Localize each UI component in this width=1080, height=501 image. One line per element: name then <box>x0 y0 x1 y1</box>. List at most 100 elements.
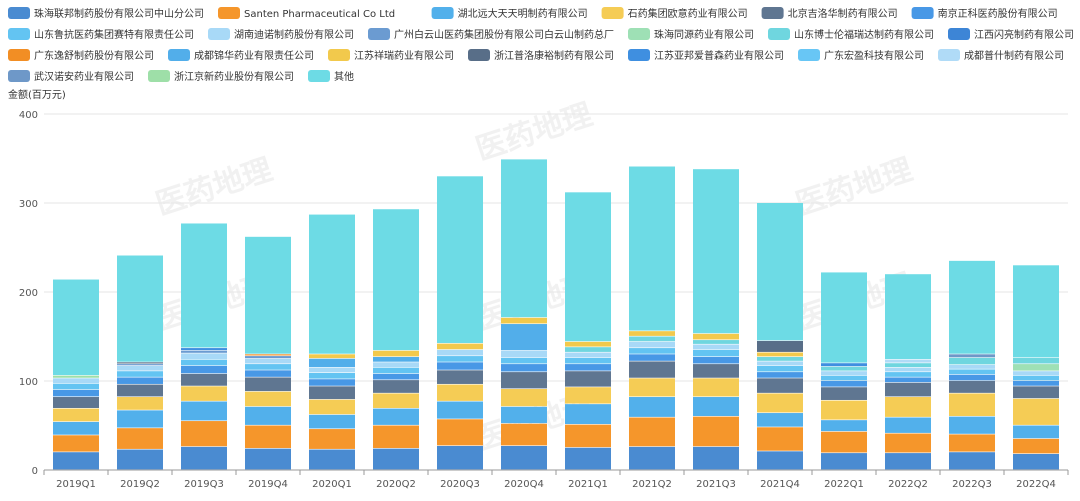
bar-segment[interactable] <box>565 352 611 358</box>
legend-item[interactable]: 湖南迪诺制药股份有限公司 <box>208 28 354 41</box>
bar-segment[interactable] <box>821 400 867 420</box>
bar-segment[interactable] <box>1013 371 1059 376</box>
bar-segment[interactable] <box>629 361 675 378</box>
legend-item[interactable]: 浙江普洛康裕制药有限公司 <box>468 49 614 62</box>
legend-item[interactable]: 湖北远大天天明制药有限公司 <box>431 7 588 20</box>
bar-segment[interactable] <box>885 453 931 470</box>
legend-item[interactable]: 广州白云山医药集团股份有限公司白云山制药总厂 <box>368 28 614 41</box>
bar-segment[interactable] <box>309 214 355 354</box>
bar-segment[interactable] <box>629 336 675 342</box>
bar-segment[interactable] <box>1013 438 1059 454</box>
bar-segment[interactable] <box>629 166 675 331</box>
bar-segment[interactable] <box>949 434 995 452</box>
bar-segment[interactable] <box>1013 357 1059 364</box>
bar-segment[interactable] <box>949 416 995 434</box>
legend-item[interactable]: 江苏亚邦爱普森药业有限公司 <box>628 49 784 62</box>
bar-segment[interactable] <box>373 380 419 393</box>
bar-segment[interactable] <box>373 408 419 425</box>
bar-segment[interactable] <box>181 350 227 353</box>
bar-segment[interactable] <box>885 363 931 368</box>
bar-segment[interactable] <box>565 357 611 364</box>
bar-segment[interactable] <box>565 192 611 342</box>
bar-segment[interactable] <box>309 367 355 373</box>
bar-segment[interactable] <box>693 378 739 397</box>
bar-segment[interactable] <box>629 331 675 336</box>
bar-segment[interactable] <box>1013 398 1059 425</box>
bar-segment[interactable] <box>757 356 803 361</box>
bar-segment[interactable] <box>1013 265 1059 358</box>
bar-segment[interactable] <box>245 236 291 354</box>
bar-segment[interactable] <box>565 371 611 387</box>
bar-segment[interactable] <box>53 408 99 422</box>
bar-segment[interactable] <box>181 365 227 374</box>
legend-item[interactable]: 广东逸舒制药股份有限公司 <box>8 49 154 62</box>
bar-segment[interactable] <box>245 406 291 425</box>
bar-segment[interactable] <box>309 386 355 400</box>
bar-segment[interactable] <box>373 356 419 362</box>
bar-segment[interactable] <box>245 377 291 392</box>
bar-segment[interactable] <box>693 349 739 357</box>
bar-segment[interactable] <box>53 389 99 397</box>
bar-segment[interactable] <box>245 391 291 407</box>
bar-segment[interactable] <box>565 341 611 347</box>
bar-segment[interactable] <box>437 343 483 350</box>
bar-segment[interactable] <box>373 362 419 368</box>
bar-segment[interactable] <box>501 364 547 372</box>
bar-segment[interactable] <box>885 382 931 397</box>
bar-segment[interactable] <box>821 453 867 470</box>
bar-segment[interactable] <box>565 387 611 404</box>
bar-segment[interactable] <box>117 255 163 362</box>
bar-segment[interactable] <box>949 369 995 375</box>
bar-segment[interactable] <box>885 359 931 363</box>
bar-segment[interactable] <box>117 397 163 410</box>
bar-segment[interactable] <box>821 420 867 432</box>
legend-item[interactable]: 广东宏盈科技有限公司 <box>798 49 924 62</box>
bar-segment[interactable] <box>757 393 803 413</box>
bar-segment[interactable] <box>1013 381 1059 386</box>
bar-segment[interactable] <box>629 446 675 470</box>
bar-segment[interactable] <box>693 333 739 340</box>
legend-item[interactable]: 珠海同源药业有限公司 <box>628 28 754 41</box>
bar-segment[interactable] <box>757 361 803 366</box>
bar-segment[interactable] <box>1013 453 1059 470</box>
bar-segment[interactable] <box>309 372 355 379</box>
bar-segment[interactable] <box>757 352 803 357</box>
bar-segment[interactable] <box>181 348 227 351</box>
bar-segment[interactable] <box>821 381 867 387</box>
bar-segment[interactable] <box>373 425 419 449</box>
bar-segment[interactable] <box>501 389 547 407</box>
bar-segment[interactable] <box>1013 386 1059 399</box>
legend-item[interactable]: 浙江京新药业股份有限公司 <box>148 70 294 83</box>
legend-item[interactable]: 江苏祥瑞药业有限公司 <box>328 49 454 62</box>
bar-segment[interactable] <box>181 386 227 401</box>
bar-segment[interactable] <box>885 372 931 377</box>
bar-segment[interactable] <box>437 370 483 384</box>
bar-segment[interactable] <box>629 417 675 447</box>
legend-item[interactable]: 武汉诺安药业有限公司 <box>8 70 134 83</box>
bar-segment[interactable] <box>693 356 739 364</box>
bar-segment[interactable] <box>437 401 483 419</box>
bar-segment[interactable] <box>309 354 355 359</box>
legend-item[interactable]: 北京吉洛华制药有限公司 <box>761 7 898 20</box>
bar-segment[interactable] <box>1013 364 1059 371</box>
bar-segment[interactable] <box>309 399 355 415</box>
bar-segment[interactable] <box>885 417 931 433</box>
bar-segment[interactable] <box>117 364 163 366</box>
bar-segment[interactable] <box>373 448 419 470</box>
bar-segment[interactable] <box>501 406 547 424</box>
bar-segment[interactable] <box>117 449 163 470</box>
legend-item[interactable]: 其他 <box>308 70 354 83</box>
bar-segment[interactable] <box>53 383 99 390</box>
bar-segment[interactable] <box>501 350 547 358</box>
bar-segment[interactable] <box>245 356 291 359</box>
bar-segment[interactable] <box>1013 375 1059 381</box>
bar-segment[interactable] <box>309 414 355 429</box>
bar-segment[interactable] <box>949 354 995 358</box>
bar-segment[interactable] <box>437 384 483 401</box>
bar-segment[interactable] <box>629 378 675 397</box>
bar-segment[interactable] <box>885 433 931 453</box>
bar-segment[interactable] <box>949 364 995 369</box>
bar-segment[interactable] <box>309 358 355 368</box>
bar-segment[interactable] <box>53 452 99 470</box>
bar-segment[interactable] <box>117 428 163 449</box>
